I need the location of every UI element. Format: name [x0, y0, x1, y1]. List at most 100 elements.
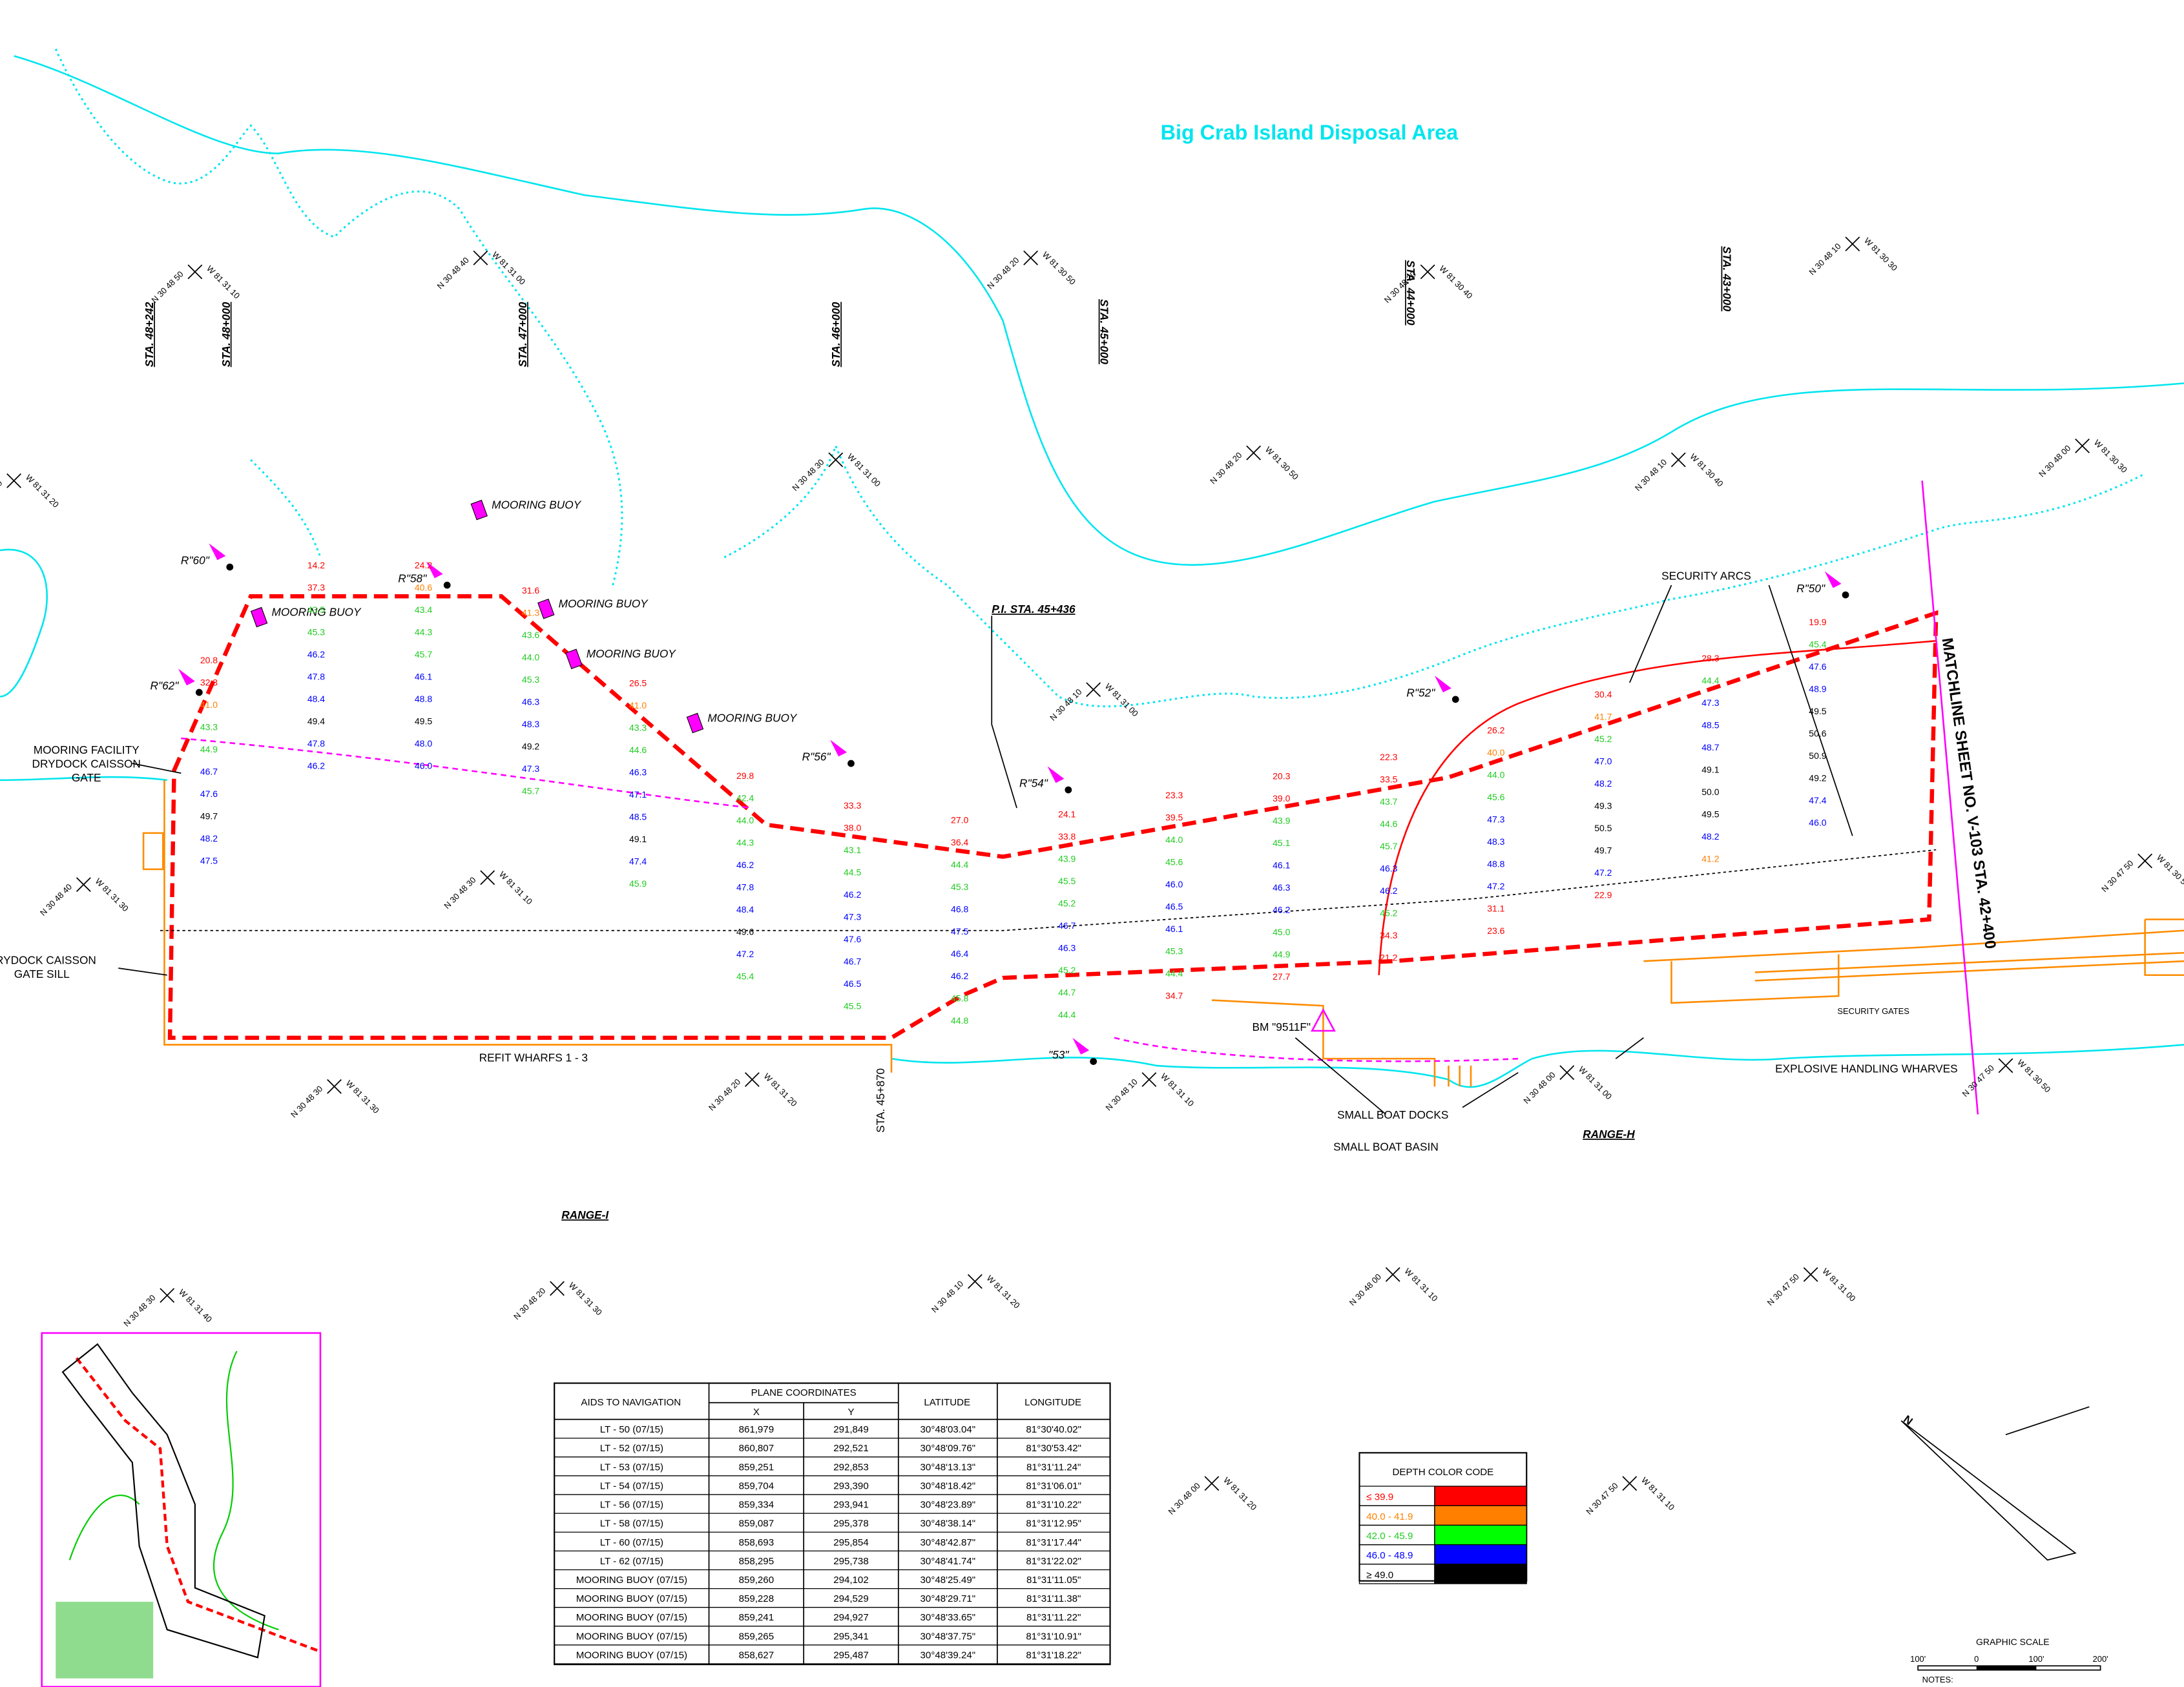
table-cell: 859,087 — [739, 1518, 775, 1529]
sounding: 44.4 — [1701, 675, 1719, 685]
table-cell: 294,927 — [833, 1612, 869, 1623]
sounding: 41.0 — [200, 699, 218, 710]
sounding: 36.4 — [951, 837, 968, 847]
light-label: "53" — [1048, 1048, 1069, 1061]
table-header: LATITUDE — [924, 1397, 970, 1408]
sounding: 45.2 — [1594, 734, 1612, 744]
coordinate-cross — [2075, 438, 2090, 453]
wharf — [1643, 918, 2184, 1004]
buoy-marker — [537, 598, 555, 619]
sounding: 45.0 — [1273, 927, 1290, 937]
table-cell: LT - 52 (07/15) — [600, 1443, 663, 1454]
legend-cell — [1358, 1564, 1435, 1584]
shoreline — [14, 55, 2184, 566]
table-cell: 81°31'10.91" — [1026, 1631, 1081, 1642]
coordinate-cross — [327, 1079, 342, 1094]
sounding: 45.6 — [1165, 857, 1183, 867]
sounding: 46.2 — [844, 889, 861, 900]
coordinate-cross — [1246, 445, 1262, 461]
sounding: 44.4 — [1165, 968, 1183, 978]
sounding: 42.4 — [736, 792, 754, 803]
sounding: 48.8 — [1487, 859, 1504, 869]
sounding: 44.4 — [1058, 1009, 1076, 1020]
table-cell: LT - 56 (07/15) — [600, 1500, 663, 1511]
sounding: 41.7 — [1594, 711, 1612, 721]
sounding: 45.7 — [522, 786, 539, 796]
table-cell: 295,738 — [833, 1556, 869, 1567]
map-label: SECURITY GATES — [1837, 1006, 1909, 1016]
sounding: 28.3 — [1701, 653, 1719, 663]
sounding: 44.7 — [1058, 988, 1076, 998]
sounding: 45.4 — [736, 971, 754, 981]
light-label: R"56" — [802, 750, 831, 763]
table-cell: 81°31'11.22" — [1026, 1612, 1081, 1623]
table-cell: MOORING BUOY (07/15) — [576, 1593, 687, 1604]
sounding: 43.9 — [1058, 854, 1076, 864]
table-cell: 30°48'39.24" — [920, 1650, 976, 1661]
sounding: 45.7 — [1380, 841, 1397, 851]
sounding: 46.3 — [1273, 882, 1290, 893]
sounding: 48.2 — [1594, 778, 1612, 789]
wharf — [1754, 951, 2184, 982]
sounding: 47.6 — [844, 934, 861, 944]
legend-label: ≤ 39.9 — [1366, 1492, 1393, 1503]
sounding: 45.4 — [1809, 639, 1826, 649]
sounding: 45.6 — [1487, 792, 1504, 802]
coordinate-cross — [550, 1281, 565, 1296]
table-cell: 81°31'06.01" — [1026, 1480, 1081, 1491]
station-label: STA. 44+000 — [1404, 260, 1417, 326]
security-arc — [1378, 639, 1937, 975]
sounding: 43.9 — [1273, 816, 1290, 826]
buoy-label: MOORING BUOY — [559, 597, 649, 610]
sounding: 44.4 — [951, 859, 968, 869]
sounding: 46.2 — [951, 971, 968, 981]
table-cell: 81°31'17.44" — [1026, 1537, 1081, 1548]
light-flag — [426, 561, 443, 579]
sounding: 47.4 — [1809, 795, 1826, 805]
sounding: 50.6 — [1809, 728, 1826, 738]
table-cell: 81°30'53.42" — [1026, 1443, 1081, 1454]
buoy-marker — [565, 648, 583, 670]
coordinate-cross — [1023, 250, 1039, 265]
sounding: 33.3 — [844, 800, 861, 811]
table-subheader: Y — [848, 1407, 854, 1418]
scale-bar-fill — [1976, 1666, 2037, 1670]
sounding: 49.2 — [522, 741, 539, 752]
table-cell: 859,241 — [739, 1612, 775, 1623]
sounding: 31.1 — [1487, 904, 1504, 914]
station-label: STA. 47+000 — [516, 302, 529, 367]
sounding: 46.0 — [1809, 817, 1826, 827]
sounding: 34.3 — [1380, 930, 1397, 940]
table-frame — [554, 1382, 1111, 1666]
sounding: 48.5 — [1701, 719, 1719, 730]
table-cell: 30°48'42.87" — [920, 1537, 976, 1548]
sounding: 19.9 — [1809, 617, 1826, 627]
sounding: 32.3 — [200, 678, 218, 688]
light-flag — [209, 543, 226, 561]
table-cell: MOORING BUOY (07/15) — [576, 1612, 687, 1623]
sounding: 43.3 — [200, 722, 218, 732]
sounding: 50.0 — [1701, 787, 1719, 797]
sounding: 33.5 — [1380, 774, 1397, 784]
coordinate-cross — [2137, 853, 2153, 869]
sounding: 48.7 — [1701, 742, 1719, 752]
sounding: 49.5 — [1809, 706, 1826, 716]
sounding: 48.0 — [415, 738, 432, 749]
table-cell: 30°48'41.74" — [920, 1556, 976, 1567]
sounding: 41.2 — [1701, 853, 1719, 864]
sounding: 47.3 — [522, 763, 539, 774]
sounding: 47.5 — [951, 926, 968, 937]
table-cell: 30°48'38.14" — [920, 1518, 976, 1529]
sounding: 41.0 — [629, 700, 647, 710]
table-header: PLANE COORDINATES — [751, 1387, 857, 1398]
sounding: 41.3 — [522, 608, 539, 618]
map-label: EXPLOSIVE HANDLING WHARVES — [1775, 1062, 1957, 1075]
sounding: 24.2 — [415, 560, 432, 570]
sounding: 45.2 — [1058, 965, 1076, 975]
magenta-line — [181, 737, 753, 809]
sounding: 47.0 — [1594, 756, 1612, 766]
light-label: R"50" — [1796, 582, 1825, 595]
buoy-marker — [470, 499, 488, 521]
light — [1451, 696, 1459, 703]
